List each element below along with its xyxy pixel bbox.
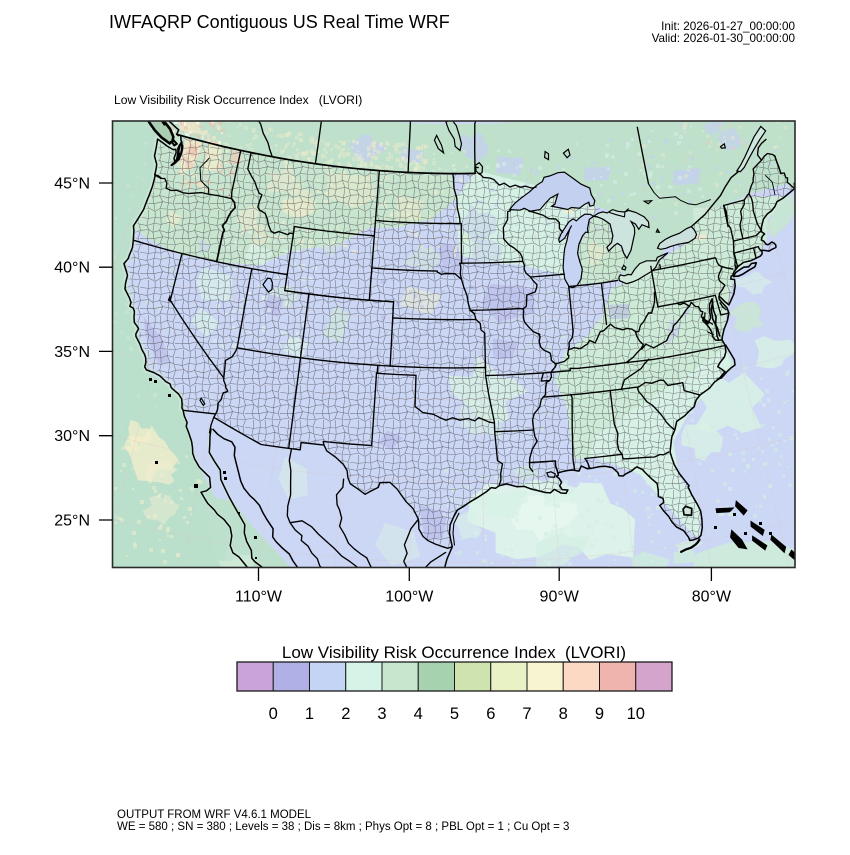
svg-text:80°W: 80°W <box>692 589 732 606</box>
svg-text:5: 5 <box>450 705 459 723</box>
svg-text:90°W: 90°W <box>540 589 580 606</box>
svg-text:30°N: 30°N <box>54 428 90 445</box>
svg-text:1: 1 <box>305 705 314 723</box>
svg-text:45°N: 45°N <box>54 176 90 193</box>
svg-text:25°N: 25°N <box>54 513 90 530</box>
svg-text:110°W: 110°W <box>235 589 283 606</box>
svg-text:40°N: 40°N <box>54 260 90 277</box>
svg-text:35°N: 35°N <box>54 344 90 361</box>
svg-text:10: 10 <box>627 705 645 723</box>
svg-text:100°W: 100°W <box>385 589 434 606</box>
svg-text:9: 9 <box>595 705 604 723</box>
svg-text:3: 3 <box>377 705 386 723</box>
svg-text:2: 2 <box>341 705 350 723</box>
svg-text:8: 8 <box>559 705 568 723</box>
svg-text:6: 6 <box>486 705 495 723</box>
svg-text:Low Visibility Risk Occurrence: Low Visibility Risk Occurrence Index (LV… <box>282 643 626 662</box>
svg-text:0: 0 <box>269 705 278 723</box>
svg-text:4: 4 <box>414 705 423 723</box>
svg-text:7: 7 <box>522 705 531 723</box>
